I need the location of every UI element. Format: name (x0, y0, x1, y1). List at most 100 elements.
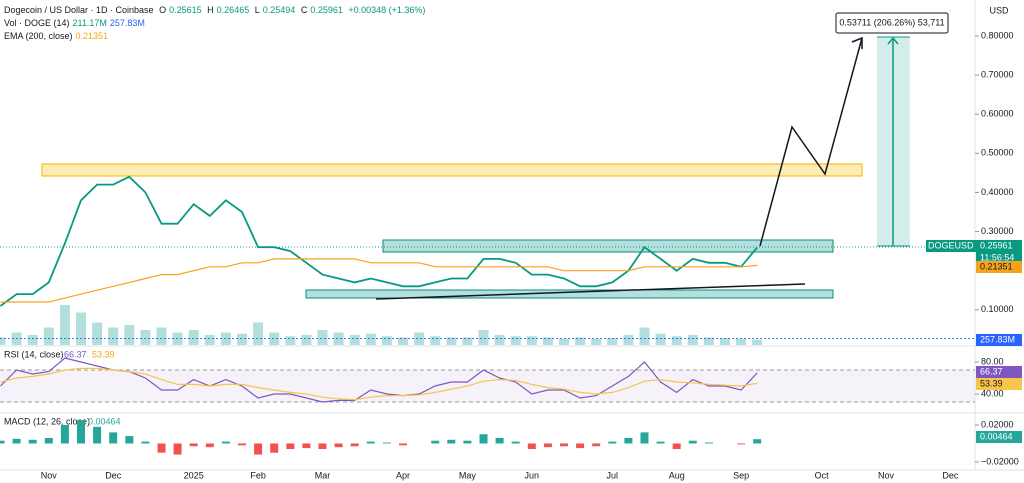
macd-bar (141, 441, 150, 444)
volume-bar (671, 336, 682, 345)
x-tick-label: Sep (733, 470, 749, 480)
rsi-title: RSI (14, close) (4, 349, 64, 359)
macd-bar (254, 443, 263, 455)
volume-legend: Vol · DOGE (14) 211.17M 257.83M (4, 18, 148, 28)
volume-bar (542, 337, 553, 345)
signal-tag (976, 378, 1022, 390)
x-tick-label: Feb (250, 470, 266, 480)
x-tick-label: Jul (607, 470, 619, 480)
macd-bar (28, 439, 37, 444)
volume-bar (736, 338, 747, 345)
x-tick-label: Aug (669, 470, 685, 480)
l-value: 0.25494 (262, 5, 296, 15)
x-tick-label: Mar (315, 470, 331, 480)
volume-bar (655, 333, 666, 345)
volume-bar (478, 330, 489, 345)
volume-bar (510, 336, 521, 345)
volume-bar (333, 332, 344, 345)
vol-value: 211.17M (72, 18, 107, 28)
signal-value: 53.39 (92, 349, 115, 359)
y-tick-label: 0.60000 (981, 109, 1014, 119)
x-tick-label: Oct (815, 470, 830, 480)
x-tick-label: Nov (878, 470, 895, 480)
macd-tag-label: 0.00464 (980, 431, 1013, 441)
support-zone (305, 289, 834, 299)
volume-bar (575, 337, 586, 345)
l-label: L (254, 5, 260, 15)
macd-bar (511, 441, 520, 444)
macd-tag (976, 431, 1022, 443)
macd-bar (656, 441, 665, 444)
macd-bar (270, 443, 279, 453)
macd-bar (0, 440, 5, 444)
price-tag (976, 240, 1022, 264)
macd-bar (640, 432, 649, 444)
macd-bar (93, 426, 102, 444)
y-tick-label: 0.40000 (981, 187, 1014, 197)
volume-bar (301, 335, 312, 345)
volume-bar (365, 333, 376, 345)
vol-title: Vol · DOGE (14) (4, 18, 70, 28)
volume-bar (0, 337, 6, 345)
macd-bar (495, 437, 504, 444)
macd-bar (608, 441, 617, 444)
volume-bar (269, 332, 280, 345)
y-tick-label: 0.02000 (981, 419, 1014, 429)
macd-bar (624, 437, 633, 444)
o-label: O (159, 5, 167, 15)
macd-bar (688, 440, 697, 444)
volume-bar (140, 330, 151, 345)
macd-bar (560, 443, 568, 447)
macd-bar (238, 443, 246, 446)
x-tick-label: Dec (105, 470, 122, 480)
x-tick-label: Dec (942, 470, 959, 480)
macd-bar (173, 443, 182, 455)
volume-bar (559, 338, 569, 345)
series-line (0, 175, 758, 307)
rsi-tag-label: 66.37 (980, 366, 1003, 376)
macd-bar (543, 443, 552, 448)
macd-bar (302, 443, 311, 449)
volume-bar (43, 327, 54, 345)
symbol-tag-label: DOGEUSD (928, 240, 974, 250)
macd-bar (221, 441, 230, 444)
x-tick-label: 2025 (184, 470, 204, 480)
volume-bar (92, 322, 103, 345)
y-tick-label: 0.80000 (981, 30, 1014, 40)
macd-bar (431, 440, 440, 444)
macd-bar (109, 432, 118, 444)
rsi-value: 66.37 (64, 349, 87, 359)
volume-bar (752, 339, 763, 345)
volume-bar (607, 338, 618, 345)
volume-bar (27, 335, 38, 345)
volume-bar (591, 338, 602, 345)
resistance-zone (41, 163, 863, 177)
macd-bar (382, 442, 391, 444)
o-value: 0.25615 (169, 5, 202, 15)
volume-bar (446, 337, 457, 345)
volume-bar (59, 305, 70, 345)
measure-arrow (887, 36, 899, 45)
volume-bar (494, 335, 505, 345)
y-tick-label: 80.00 (981, 356, 1004, 366)
volume-bar (188, 330, 199, 345)
vol-ma: 257.83M (109, 18, 145, 28)
volume-bar (462, 337, 473, 345)
macd-bar (125, 436, 134, 444)
macd-bar (77, 420, 85, 444)
trend-line (375, 283, 806, 300)
y-tick-label: −0.02000 (981, 456, 1019, 466)
projection-path (759, 37, 863, 247)
macd-bar (737, 443, 746, 445)
rsi-band (0, 370, 975, 402)
macd-bar (447, 439, 456, 444)
macd-bar (592, 443, 601, 447)
measure-label-box (835, 12, 949, 34)
ema-value: 0.21351 (75, 31, 109, 41)
y-tick-label: 40.00 (981, 388, 1004, 398)
macd-bar (318, 443, 327, 450)
ema-title: EMA (200, close) (4, 31, 73, 41)
macd-bar (334, 443, 343, 448)
symbol-tag (926, 240, 976, 252)
